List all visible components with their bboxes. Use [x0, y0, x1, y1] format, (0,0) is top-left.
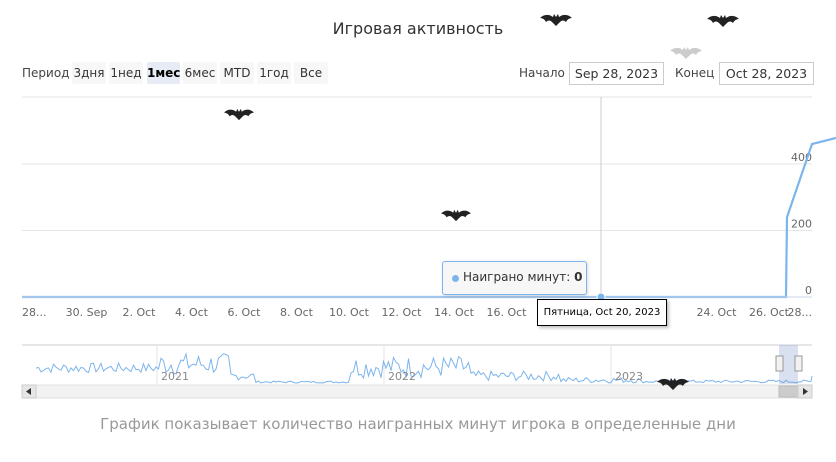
bat-icon — [441, 209, 471, 222]
x-tick-label: 10. Oct — [329, 306, 370, 319]
x-tick-label: 12. Oct — [381, 306, 422, 319]
scrollbar-thumb[interactable] — [778, 385, 799, 398]
y-tick-label: 0 — [805, 284, 812, 297]
tooltip-series-name: Наиграно минут — [463, 270, 567, 284]
navigator-handle-left[interactable] — [775, 355, 784, 372]
scrollbar-track[interactable] — [21, 384, 813, 399]
x-tick-label: 16. Oct — [486, 306, 527, 319]
range-button-6m[interactable]: 6мес — [183, 62, 217, 84]
x-axis-labels: 28... 30. Sep 2. Oct 4. Oct 6. Oct 8. Oct 10. … — [22, 306, 812, 319]
range-button-1m[interactable]: 1мес — [147, 62, 180, 84]
navigator-year-labels: 2021 2022 2023 — [161, 370, 643, 383]
series-dot-icon — [452, 275, 459, 282]
tooltip-value: 0 — [574, 270, 583, 284]
chart-title: Игровая активность — [332, 19, 504, 38]
range-button-1y[interactable]: 1год — [257, 62, 291, 84]
range-selector-label: Период — [22, 66, 70, 80]
x-tick-label: 2. Oct — [122, 306, 156, 319]
bat-icon — [224, 108, 254, 121]
bat-icon-faded — [670, 47, 702, 59]
bat-icon — [657, 378, 689, 390]
bat-icon — [707, 15, 739, 27]
tooltip: Наиграно минут: 0 — [442, 261, 587, 295]
x-tick-label: 6. Oct — [227, 306, 261, 319]
bat-icon — [540, 14, 572, 26]
x-tick-label: 28... — [788, 306, 813, 319]
end-date-input[interactable]: Oct 28, 2023 — [719, 62, 814, 85]
navigator-year-label: 2021 — [161, 370, 189, 383]
range-button-1w[interactable]: 1нед — [109, 62, 143, 84]
x-tick-label: 8. Oct — [280, 306, 314, 319]
navigator-background — [22, 345, 812, 384]
left-arrow-icon — [26, 388, 31, 395]
right-arrow-icon — [803, 388, 808, 395]
y-tick-label: 200 — [791, 218, 812, 231]
grid-lines — [22, 96, 812, 298]
range-button-mtd[interactable]: MTD — [220, 62, 254, 84]
x-tick-label: 14. Oct — [434, 306, 475, 319]
end-date-label: Конец — [675, 66, 715, 80]
range-button-3d[interactable]: 3дня — [72, 62, 106, 84]
crosshair-date-label: Пятница, Oct 20, 2023 — [537, 299, 667, 326]
start-date-input[interactable]: Sep 28, 2023 — [569, 62, 664, 85]
navigator-year-label: 2023 — [615, 370, 643, 383]
navigator-handle-right[interactable] — [794, 355, 803, 372]
x-tick-label: 28... — [22, 306, 47, 319]
series-line — [22, 136, 836, 299]
chart-caption: График показывает количество наигранных … — [100, 415, 736, 433]
range-button-all[interactable]: Все — [294, 62, 328, 84]
navigator-grid — [156, 345, 612, 384]
x-tick-label: 4. Oct — [175, 306, 209, 319]
x-tick-label: 26. Oct — [749, 306, 790, 319]
start-date-label: Начало — [519, 66, 565, 80]
x-tick-label: 24. Oct — [696, 306, 737, 319]
navigator-mask-selected[interactable] — [779, 345, 798, 384]
navigator-year-label: 2022 — [388, 370, 416, 383]
x-tick-label: 30. Sep — [66, 306, 108, 319]
